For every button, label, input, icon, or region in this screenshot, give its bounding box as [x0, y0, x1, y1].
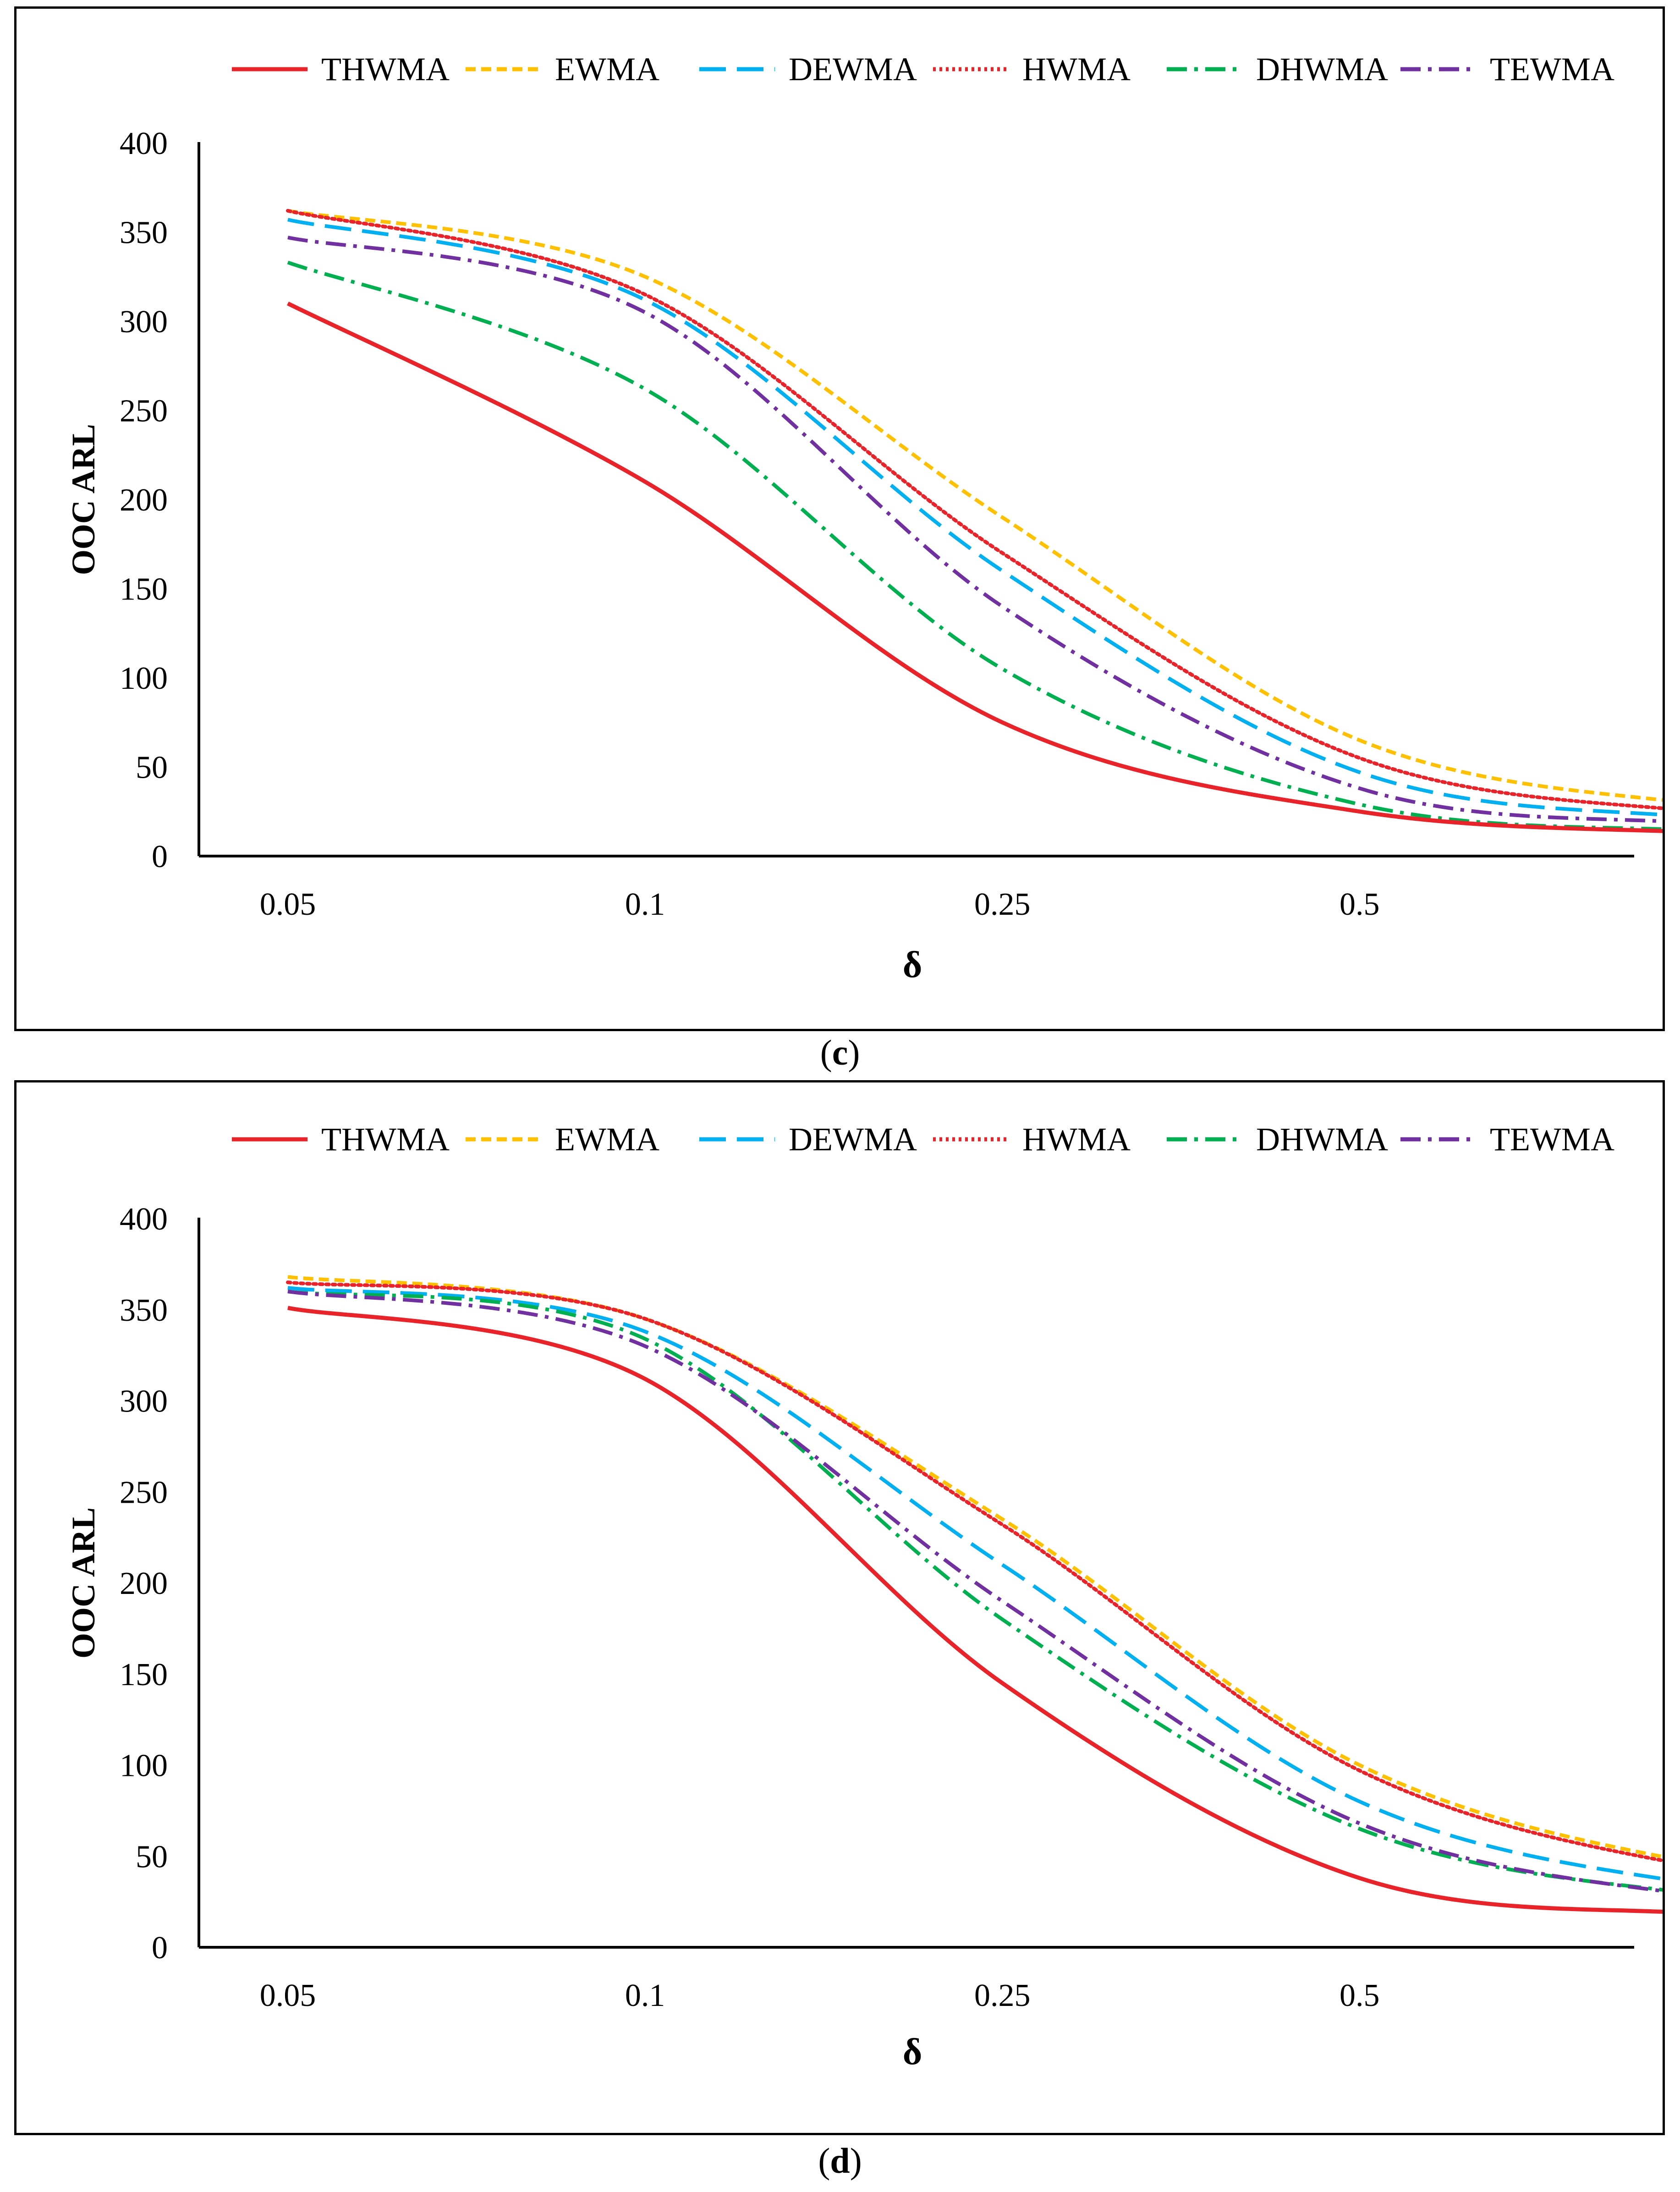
legend-label-thwma: THWMA: [321, 51, 450, 88]
y-tick-label: 0: [152, 839, 168, 874]
legend-label-dhwma: DHWMA: [1256, 51, 1388, 88]
y-tick-label: 0: [152, 1930, 168, 1966]
series-line-dhwma: [287, 1290, 1663, 1892]
legend-label-hwma: HWMA: [1022, 1121, 1131, 1158]
legend-label-ewma: EWMA: [555, 51, 659, 88]
legend-label-dewma: DEWMA: [789, 51, 917, 88]
y-tick-label: 150: [120, 1657, 168, 1692]
line-chart-c: THWMA EWMA DEWMA HWMA DHWMA TEWMA 0 50 100 150 200…: [65, 51, 1663, 985]
y-tick-label: 250: [120, 394, 168, 429]
y-axis-title: OOC ARL: [65, 424, 102, 575]
legend-label-dhwma: DHWMA: [1256, 1121, 1388, 1158]
x-tick-label: 0.5: [1340, 1978, 1380, 2013]
y-tick-label: 150: [120, 572, 168, 607]
caption-d: (d): [0, 2140, 1680, 2181]
series-line-dhwma: [287, 260, 1663, 831]
y-axis-title: OOC ARL: [65, 1507, 102, 1659]
series-line-hwma: [286, 1280, 1663, 1862]
x-axis-title: δ: [903, 944, 922, 985]
caption-c: (c): [0, 1032, 1680, 1073]
legend: THWMA EWMA DEWMA HWMA DHWMA TEWMA: [232, 1121, 1614, 1158]
caption-c-label: c: [832, 1033, 848, 1072]
series-line-ewma: [287, 209, 1663, 802]
y-tick-label: 400: [120, 126, 168, 161]
caption-c-close: ): [848, 1033, 860, 1072]
legend-label-dewma: DEWMA: [789, 1121, 917, 1158]
caption-d-label: d: [830, 2141, 850, 2181]
y-tick-label: 50: [136, 750, 168, 786]
series-line-tewma: [287, 236, 1663, 823]
series-line-dewma: [287, 218, 1663, 817]
y-tick-label: 300: [120, 1384, 168, 1419]
y-tick-label: 100: [120, 661, 168, 696]
caption-d-open: (: [818, 2141, 830, 2181]
x-tick-label: 0.05: [260, 1978, 316, 2013]
y-tick-label: 100: [120, 1748, 168, 1784]
y-tick-label: 200: [120, 483, 168, 518]
y-tick-label: 200: [120, 1566, 168, 1601]
caption-d-close: ): [850, 2141, 862, 2181]
x-tick-label: 0.05: [260, 887, 316, 922]
series-line-dewma: [287, 1286, 1663, 1881]
chart-panel-d: THWMA EWMA DEWMA HWMA DHWMA TEWMA 0 50 100 150 200…: [14, 1080, 1665, 2135]
y-tick-label: 250: [120, 1475, 168, 1510]
line-chart-d: THWMA EWMA DEWMA HWMA DHWMA TEWMA 0 50 100 150 200…: [65, 1121, 1663, 2072]
x-tick-label: 0.5: [1340, 887, 1380, 922]
y-tick-label: 400: [120, 1202, 168, 1237]
x-tick-label: 0.1: [625, 1978, 665, 2013]
legend: THWMA EWMA DEWMA HWMA DHWMA TEWMA: [232, 51, 1614, 88]
legend-label-thwma: THWMA: [321, 1121, 450, 1158]
x-tick-label: 0.1: [625, 887, 665, 922]
series-line-tewma: [287, 1290, 1663, 1893]
series-line-thwma: [286, 302, 1663, 833]
series-line-hwma: [286, 209, 1663, 810]
series-line-ewma: [287, 1275, 1663, 1859]
series-line-thwma: [287, 1306, 1663, 1914]
x-axis-title: δ: [903, 2031, 922, 2072]
x-tick-label: 0.25: [974, 1978, 1031, 2013]
y-tick-label: 50: [136, 1839, 168, 1874]
legend-label-tewma: TEWMA: [1490, 1121, 1614, 1158]
y-tick-label: 350: [120, 215, 168, 251]
legend-label-ewma: EWMA: [555, 1121, 659, 1158]
y-tick-label: 300: [120, 304, 168, 340]
y-tick-label: 350: [120, 1293, 168, 1328]
x-tick-label: 0.25: [974, 887, 1031, 922]
chart-panel-c: THWMA EWMA DEWMA HWMA DHWMA TEWMA 0 50 100 150 200…: [14, 6, 1665, 1031]
caption-c-open: (: [820, 1033, 832, 1072]
legend-label-hwma: HWMA: [1022, 51, 1131, 88]
legend-label-tewma: TEWMA: [1490, 51, 1614, 88]
